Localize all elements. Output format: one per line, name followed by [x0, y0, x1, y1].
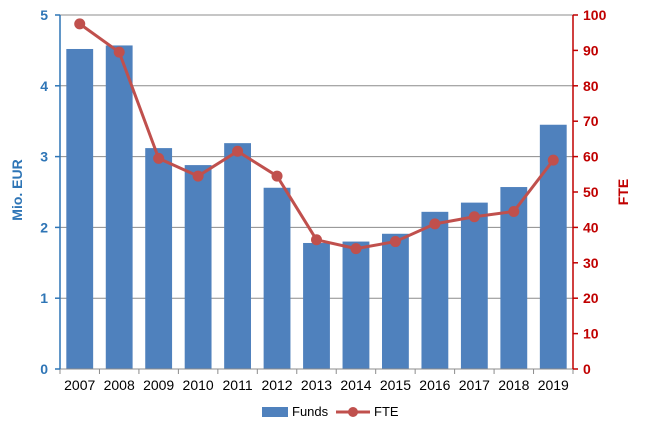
right-tick-label: 70	[583, 113, 599, 129]
point-fte	[547, 154, 559, 166]
left-tick-label: 0	[40, 361, 48, 377]
x-tick-label: 2012	[261, 377, 292, 393]
legend: Funds FTE	[262, 404, 399, 419]
bar-funds	[421, 211, 449, 369]
point-fte	[113, 46, 125, 58]
right-tick-label: 60	[583, 149, 599, 165]
bar-funds	[145, 148, 173, 369]
x-tick-label: 2014	[340, 377, 371, 393]
right-tick-label: 40	[583, 219, 599, 235]
point-fte	[429, 218, 441, 230]
bar-funds	[184, 165, 212, 369]
left-tick-label: 3	[40, 149, 48, 165]
right-tick-label: 0	[583, 361, 591, 377]
legend-fte-marker	[348, 407, 358, 417]
point-fte	[508, 205, 520, 217]
x-tick-label: 2016	[419, 377, 450, 393]
bar-funds	[263, 187, 291, 369]
right-tick-label: 10	[583, 326, 599, 342]
right-tick-label: 50	[583, 184, 599, 200]
legend-fte-label: FTE	[374, 404, 399, 419]
bar-funds	[224, 143, 251, 369]
point-fte	[350, 243, 362, 255]
x-tick-label: 2017	[459, 377, 490, 393]
point-fte	[232, 145, 244, 157]
bar-funds	[500, 187, 528, 369]
point-fte	[311, 234, 322, 246]
point-fte	[153, 152, 165, 164]
x-tick-label: 2015	[380, 377, 411, 393]
x-tick-label: 2019	[538, 377, 569, 393]
bar-funds	[66, 48, 94, 369]
bar-funds	[342, 241, 370, 369]
left-tick-label: 2	[40, 219, 48, 235]
point-fte	[74, 18, 86, 30]
right-axis-ticks: 0 10 20 30 40 50 60 70 80 90 100	[573, 7, 607, 377]
funds-bars	[66, 45, 567, 370]
point-fte	[271, 170, 283, 182]
left-axis-ticks: 0 1 2 3 4 5	[40, 7, 60, 377]
x-tick-label: 2013	[301, 377, 332, 393]
legend-funds-swatch	[262, 407, 288, 417]
right-tick-label: 100	[583, 7, 607, 23]
right-tick-label: 20	[583, 290, 599, 306]
x-tick-label: 2007	[64, 377, 95, 393]
left-axis-label: Mio. EUR	[9, 159, 25, 220]
left-tick-label: 4	[40, 78, 48, 94]
right-axis-label: FTE	[615, 179, 631, 205]
bar-funds	[105, 45, 133, 369]
fte-line	[74, 18, 559, 255]
left-tick-label: 1	[40, 290, 48, 306]
point-fte	[389, 236, 401, 248]
point-fte	[192, 170, 204, 182]
point-fte	[468, 211, 480, 223]
x-tick-label: 2010	[183, 377, 214, 393]
legend-funds-label: Funds	[292, 404, 329, 419]
left-tick-label: 5	[40, 7, 48, 23]
x-tick-label: 2018	[498, 377, 529, 393]
x-axis-ticks: 2007 2008 2009 2010 2011 2012 2013 2014 2015 2016…	[64, 377, 569, 393]
x-tick-label: 2008	[104, 377, 135, 393]
right-tick-label: 80	[583, 78, 599, 94]
bar-funds	[303, 242, 330, 369]
bar-funds	[460, 202, 488, 369]
bar-funds	[382, 233, 409, 369]
x-tick-label: 2009	[143, 377, 174, 393]
x-tick-label: 2011	[223, 377, 253, 393]
right-tick-label: 90	[583, 42, 599, 58]
right-tick-label: 30	[583, 255, 599, 271]
